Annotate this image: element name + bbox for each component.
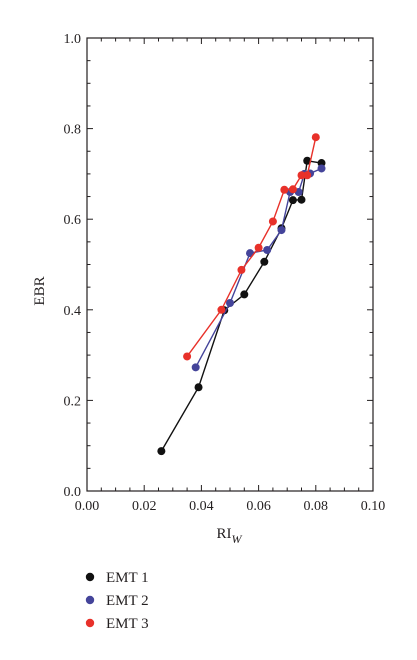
x-tick-label: 0.06 bbox=[246, 499, 271, 514]
data-point bbox=[268, 217, 277, 226]
data-point bbox=[260, 257, 269, 266]
legend: EMT 1 EMT 2 EMT 3 bbox=[85, 570, 149, 632]
data-point bbox=[263, 246, 272, 255]
series-3 bbox=[183, 133, 320, 361]
legend-label: EMT 2 bbox=[106, 593, 149, 609]
x-axis-label-subscript: W bbox=[232, 532, 243, 546]
data-point bbox=[226, 299, 234, 308]
legend-marker bbox=[85, 572, 95, 582]
data-point bbox=[303, 156, 312, 165]
data-point bbox=[183, 352, 192, 361]
y-tick-label: 0.6 bbox=[64, 213, 82, 228]
data-point bbox=[240, 290, 249, 299]
y-tick-label: 0.4 bbox=[64, 304, 82, 319]
plot-frame bbox=[86, 37, 374, 492]
plot-area bbox=[86, 37, 374, 492]
x-tick-label: 0.04 bbox=[189, 499, 214, 514]
legend-marker bbox=[85, 618, 95, 628]
series-line bbox=[186, 137, 317, 357]
data-point bbox=[311, 133, 320, 142]
data-point bbox=[217, 305, 226, 314]
series-1 bbox=[157, 156, 326, 456]
data-point bbox=[194, 383, 203, 392]
data-point bbox=[191, 363, 200, 372]
x-tick-label: 0.10 bbox=[361, 499, 386, 514]
data-point bbox=[237, 265, 246, 274]
y-axis-ticks: 0.0 0.2 0.4 0.6 0.8 1.0 bbox=[64, 32, 373, 500]
x-axis-label-main: RI bbox=[217, 526, 232, 542]
x-tick-label: 0.02 bbox=[132, 499, 157, 514]
y-tick-label: 0.8 bbox=[64, 123, 82, 138]
x-axis-label: RIW bbox=[217, 526, 243, 546]
legend-label: EMT 3 bbox=[106, 616, 149, 632]
x-tick-label: 0.00 bbox=[75, 499, 100, 514]
x-axis-ticks: 0.00 0.02 0.04 0.06 0.08 0.10 bbox=[75, 38, 386, 514]
series-line bbox=[160, 159, 322, 452]
data-point bbox=[297, 195, 306, 204]
data-point bbox=[303, 171, 312, 180]
data-point bbox=[297, 171, 306, 180]
data-point bbox=[157, 447, 166, 456]
legend-marker bbox=[85, 595, 95, 605]
data-point bbox=[288, 185, 297, 194]
y-tick-label: 0.0 bbox=[64, 485, 82, 500]
data-point bbox=[288, 196, 297, 205]
data-point bbox=[277, 226, 286, 235]
y-axis-label: EBR bbox=[32, 276, 48, 305]
data-point bbox=[317, 164, 326, 173]
data-point bbox=[254, 243, 263, 252]
y-tick-label: 0.2 bbox=[64, 394, 82, 409]
legend-label: EMT 1 bbox=[106, 570, 149, 586]
data-point bbox=[280, 185, 289, 194]
series-layer bbox=[157, 133, 326, 456]
x-tick-label: 0.08 bbox=[304, 499, 329, 514]
series-2 bbox=[191, 164, 326, 372]
y-tick-label: 1.0 bbox=[64, 32, 82, 47]
